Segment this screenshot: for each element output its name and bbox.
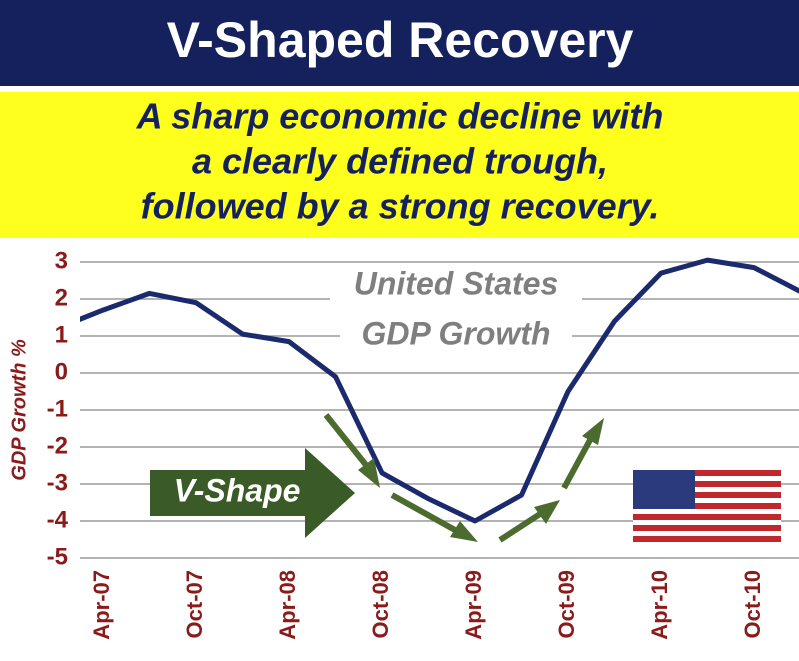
x-tick-label: Apr-07 [89,570,114,640]
y-tick-label: -1 [47,395,68,422]
y-tick-label: -2 [47,432,68,459]
x-tick-label: Apr-10 [647,570,672,640]
trend-arrows [323,413,604,543]
y-tick-label: 0 [55,358,68,385]
y-tick-label: -5 [47,543,68,570]
data-line [80,257,799,524]
y-axis-label: GDP Growth % [8,339,30,481]
annotation-bg [340,318,572,354]
v-shape-arrow [150,448,355,538]
title-bar [0,0,799,86]
x-tick-label: Oct-08 [368,570,393,638]
y-tick-label: 3 [55,247,68,274]
annotation: GDP Growth [361,315,550,351]
y-tick-label: 2 [55,284,68,311]
annotation-bg [330,268,582,304]
subtitle-line: followed by a strong recovery. [141,186,660,227]
x-tick-label: Apr-08 [275,570,300,640]
subtitle-band [0,92,799,238]
annotation: United States [354,265,558,301]
us-flag [633,470,781,542]
x-tick-label: Oct-07 [182,570,207,638]
subtitle-line: a clearly defined trough, [192,141,608,182]
annotation: V-Shape [174,472,301,508]
x-tick-label: Oct-10 [740,570,765,638]
chart-title: V-Shaped Recovery [167,12,634,68]
y-tick-label: 1 [55,321,68,348]
x-tick-label: Oct-09 [554,570,579,638]
y-tick-label: -4 [47,506,69,533]
x-tick-label: Apr-09 [461,570,486,640]
subtitle-line: A sharp economic decline with [136,96,664,137]
y-tick-label: -3 [47,469,68,496]
